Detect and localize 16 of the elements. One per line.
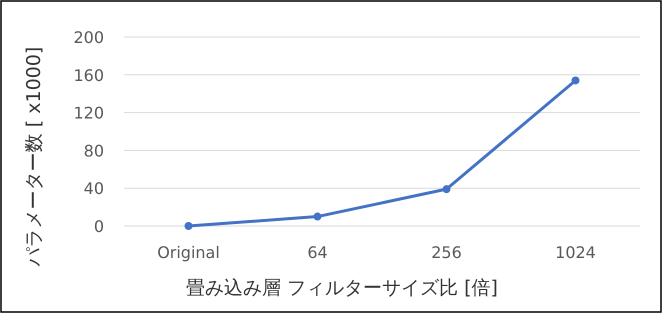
x-tick-label: 1024	[555, 243, 596, 262]
x-tick-label: 64	[307, 243, 328, 262]
y-tick-label: 160	[73, 66, 104, 85]
x-tick-label: 256	[431, 243, 462, 262]
point	[572, 76, 580, 84]
y-axis-title: パラメーター数 [ x1000]	[23, 46, 45, 268]
y-tick-label: 80	[84, 141, 104, 160]
y-tick-label: 0	[94, 217, 104, 236]
x-axis-title: 畳み込み層 フィルターサイズ比 [倍]	[186, 277, 498, 299]
x-tick-label: Original	[157, 243, 220, 262]
y-tick-label: 200	[73, 28, 104, 47]
point	[442, 185, 450, 194]
y-tick-label: 40	[84, 179, 104, 198]
point	[184, 222, 192, 230]
y-tick-label: 120	[73, 104, 104, 123]
point	[314, 212, 322, 221]
